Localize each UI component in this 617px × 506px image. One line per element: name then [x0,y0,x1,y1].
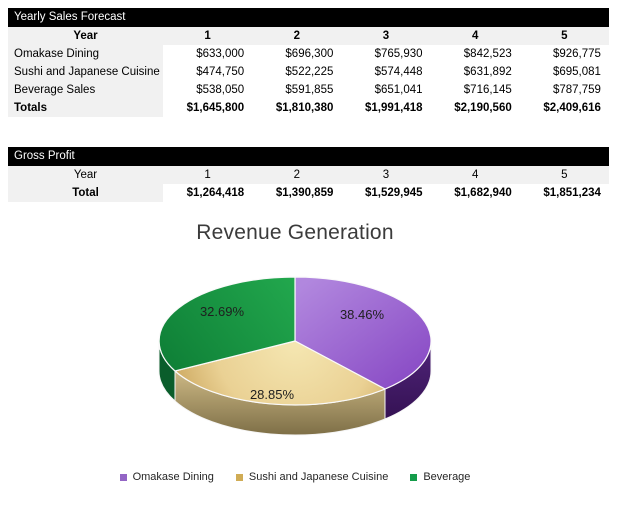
pie-label-beverage: 32.69% [200,304,245,319]
gross-profit-title-bar: Gross Profit [8,147,609,166]
legend-item-sushi: Sushi and Japanese Cuisine [235,471,389,483]
row-label-cell: Beverage Sales [8,81,163,99]
table-row-beverage-sales: Beverage Sales $538,050 $591,855 $651,04… [8,81,609,99]
legend-label: Sushi and Japanese Cuisine [248,471,389,483]
gross-profit-table: Gross Profit Year 1 2 3 4 5 Total $1,264… [8,147,609,202]
year-column-cell: 5 [561,169,568,181]
revenue-generation-chart: Revenue Generation [72,214,518,494]
gross-profit-total-row: Total $1,264,418 $1,390,859 $1,529,945 $… [8,184,609,202]
legend-marker-sushi-icon [235,473,243,481]
sales-forecast-title-bar: Yearly Sales Forecast [8,8,609,27]
value-cell: $716,145 [463,84,512,96]
value-cell: $633,000 [196,48,245,60]
year-column-cell: 2 [293,30,300,42]
total-value-cell: $1,682,940 [454,187,512,199]
value-cell: $765,930 [374,48,423,60]
value-cell: $842,523 [463,48,512,60]
value-cell: $574,448 [374,66,423,78]
pie-slice-sushi [174,340,386,406]
year-header-cell: Year [73,30,98,42]
legend-item-omakase: Omakase Dining [119,471,214,483]
year-column-cell: 2 [293,169,300,181]
year-column-cell: 5 [561,30,568,42]
pie-slice-beverage [158,276,296,372]
totals-label-cell: Totals [8,99,163,117]
year-column-cell: 4 [471,169,479,181]
pie-chart-canvas: 38.46% 32.69% 28.85% [158,276,432,436]
value-cell: $474,750 [196,66,245,78]
table-row-sushi-cuisine: Sushi and Japanese Cuisine $474,750 $522… [8,63,609,81]
chart-legend: Omakase Dining Sushi and Japanese Cuisin… [72,471,518,483]
year-header-cell: Year [73,169,98,181]
total-value-cell: $1,264,418 [186,187,245,199]
value-cell: $695,081 [552,66,601,78]
legend-label: Omakase Dining [132,471,214,483]
legend-label: Beverage [423,471,471,483]
table-row-omakase-dining: Omakase Dining $633,000 $696,300 $765,93… [8,45,609,63]
sales-forecast-table: Yearly Sales Forecast Year 1 2 3 4 5 Oma… [8,8,609,117]
year-column-cell: 4 [471,30,479,42]
value-cell: $787,759 [552,84,601,96]
total-value-cell: $1,645,800 [186,102,245,114]
value-cell: $651,041 [374,84,423,96]
value-cell: $926,775 [552,48,601,60]
row-label-cell: Omakase Dining [8,45,163,63]
legend-marker-omakase-icon [119,473,127,481]
sales-totals-row: Totals $1,645,800 $1,810,380 $1,991,418 … [8,99,609,117]
value-cell: $538,050 [196,84,245,96]
total-value-cell: $1,390,859 [275,187,334,199]
year-column-cell: 1 [204,30,211,42]
pie-label-sushi: 28.85% [250,387,295,402]
total-value-cell: $2,409,616 [543,102,601,114]
total-value-cell: $2,190,560 [454,102,512,114]
value-cell: $591,855 [285,84,334,96]
total-value-cell: $1,529,945 [365,187,423,199]
total-value-cell: $1,991,418 [365,102,423,114]
legend-marker-beverage-icon [410,473,418,481]
legend-item-beverage: Beverage [410,471,470,483]
year-column-cell: 3 [382,169,390,181]
total-label-cell: Total [8,184,163,202]
total-value-cell: $1,810,380 [275,102,334,114]
sales-year-header-row: Year 1 2 3 4 5 [8,27,609,45]
row-label-cell: Sushi and Japanese Cuisine [8,63,163,81]
value-cell: $696,300 [285,48,334,60]
year-column-cell: 3 [382,30,390,42]
total-value-cell: $1,851,234 [543,187,601,199]
value-cell: $522,225 [285,66,334,78]
pie-slice-omakase [294,276,432,390]
gross-profit-year-row: Year 1 2 3 4 5 [8,166,609,184]
year-column-cell: 1 [204,169,211,181]
pie-label-omakase: 38.46% [340,307,385,322]
value-cell: $631,892 [463,66,512,78]
chart-title: Revenue Generation [196,221,394,244]
